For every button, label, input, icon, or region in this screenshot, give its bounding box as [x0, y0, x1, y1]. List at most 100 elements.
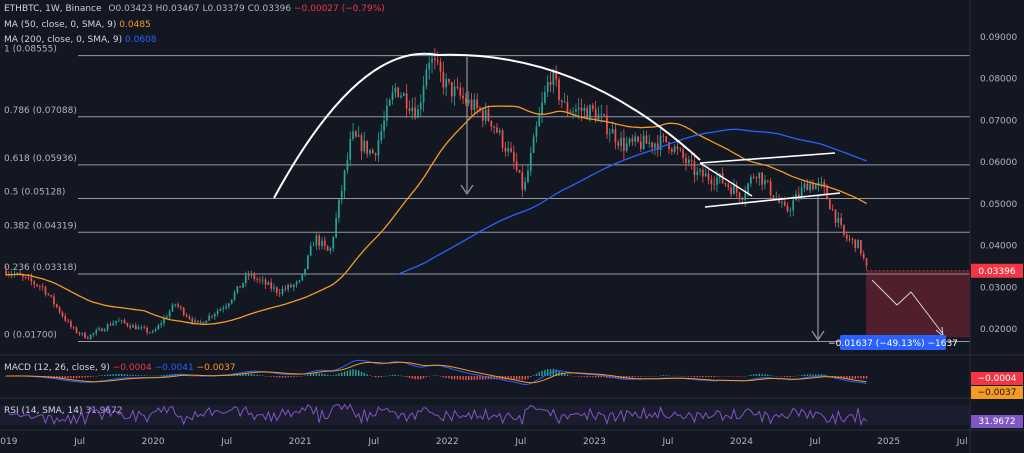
candle-body	[721, 173, 724, 184]
candle-body	[236, 286, 239, 293]
current-price-tag	[971, 263, 1023, 278]
candle-body	[273, 287, 275, 289]
macd-histogram-bar	[276, 376, 278, 378]
macd-histogram-bar	[109, 374, 112, 376]
candle-body	[583, 107, 586, 111]
macd-histogram-bar	[369, 375, 371, 376]
macd-histogram-bar	[459, 376, 461, 380]
rsi-legend[interactable]: RSI (14, SMA, 14) 31.9672	[4, 405, 123, 417]
candle-body	[577, 107, 580, 110]
candle-body	[752, 176, 755, 178]
macd-histogram-bar	[800, 374, 803, 376]
candle-body	[174, 304, 177, 306]
macd-histogram-bar	[558, 370, 560, 376]
macd-histogram-bar	[451, 376, 453, 380]
candle-body	[5, 270, 7, 275]
candle-body	[532, 136, 535, 153]
time-tick-label: Jul	[73, 437, 85, 447]
candle-body	[498, 130, 501, 133]
macd-histogram-bar	[92, 376, 95, 377]
candle-body	[414, 107, 416, 118]
ma200-legend[interactable]: MA (200, close, 0, SMA, 9) 0.0608	[4, 34, 157, 46]
candle-body	[86, 338, 89, 339]
candle-body	[225, 306, 227, 309]
macd-histogram-bar	[372, 376, 374, 377]
price-tick-label: 0.02000	[980, 325, 1017, 335]
macd-histogram-bar	[795, 375, 797, 377]
macd-histogram-bar	[846, 376, 848, 379]
candle-body	[445, 78, 447, 88]
candle-body	[106, 324, 109, 330]
candle-body	[197, 320, 199, 322]
candle-body	[834, 209, 837, 223]
candle-body	[659, 135, 662, 151]
symbol-legend[interactable]: ETHBTC, 1W, Binance O0.03423 H0.03467 L0…	[4, 3, 385, 15]
candle-body	[524, 181, 526, 190]
candle-body	[132, 325, 134, 328]
current-price-text: 0.03396	[978, 267, 1015, 277]
macd-histogram-bar	[422, 376, 425, 379]
candle-body	[270, 282, 273, 289]
candle-body	[371, 150, 374, 154]
macd-histogram-bar	[380, 376, 382, 378]
macd-legend[interactable]: MACD (12, 26, close, 9) −0.0004 −0.0041 …	[4, 362, 236, 374]
ma50-legend[interactable]: MA (50, close, 0, SMA, 9) 0.0485	[4, 19, 151, 31]
candle-body	[278, 292, 281, 294]
ma200-legend-label: MA (200, close, 0, SMA, 9)	[4, 35, 123, 45]
macd-histogram-bar	[580, 376, 583, 377]
candle-body	[312, 245, 315, 247]
macd-histogram-bar	[682, 376, 684, 377]
candle-body	[47, 294, 50, 296]
macd-histogram-bar	[679, 375, 682, 377]
candle-body	[84, 332, 86, 339]
macd-histogram-bar	[752, 374, 755, 376]
macd-histogram-bar	[135, 375, 137, 376]
candle-body	[360, 135, 363, 152]
candle-body	[552, 72, 555, 85]
time-tick-label: Jul	[662, 437, 674, 447]
macd-histogram-bar	[70, 376, 72, 379]
rsi-pane	[0, 403, 970, 427]
price-tick-label: 0.06000	[980, 158, 1017, 168]
candle-body	[761, 172, 763, 185]
candle-body	[428, 62, 431, 70]
candle-body	[617, 142, 620, 146]
candle-body	[417, 109, 419, 118]
candle-body	[298, 280, 301, 283]
macd-histogram-bar	[329, 375, 332, 376]
candle-body	[380, 130, 383, 141]
ohlc-open: O0.03423	[108, 4, 153, 14]
candle-body	[95, 330, 98, 334]
macd-histogram-bar	[572, 376, 574, 377]
candle-body	[101, 328, 103, 332]
macd-histogram-bar	[764, 374, 766, 376]
macd-histogram-bar	[137, 375, 140, 376]
candle-body	[510, 148, 512, 152]
candle-body	[817, 182, 820, 185]
candle-body	[391, 92, 394, 100]
moving-averages	[5, 105, 867, 325]
candle-body	[741, 198, 744, 200]
candle-body	[704, 173, 707, 177]
candle-body	[586, 107, 589, 120]
candle-body	[36, 284, 38, 286]
macd-histogram-bar	[487, 376, 490, 380]
candle-body	[228, 303, 230, 307]
candle-body	[321, 240, 323, 246]
macd-histogram-bar	[600, 376, 603, 378]
macd-histogram-bar	[798, 375, 800, 377]
macd-histogram-bar	[61, 376, 64, 379]
candle-body	[343, 170, 346, 191]
candle-body	[744, 193, 747, 200]
macd-histogram-bar	[772, 375, 775, 377]
fib-level-label: 0.236 (0.03318)	[4, 263, 77, 273]
flag-pole-line	[699, 162, 753, 197]
candle-body	[589, 105, 591, 120]
macd-histogram-bar	[287, 376, 289, 378]
candle-body	[750, 176, 752, 184]
macd-histogram-bar	[428, 376, 430, 377]
candle-body	[450, 81, 453, 97]
candle-body	[448, 78, 450, 82]
candle-body	[679, 148, 682, 150]
